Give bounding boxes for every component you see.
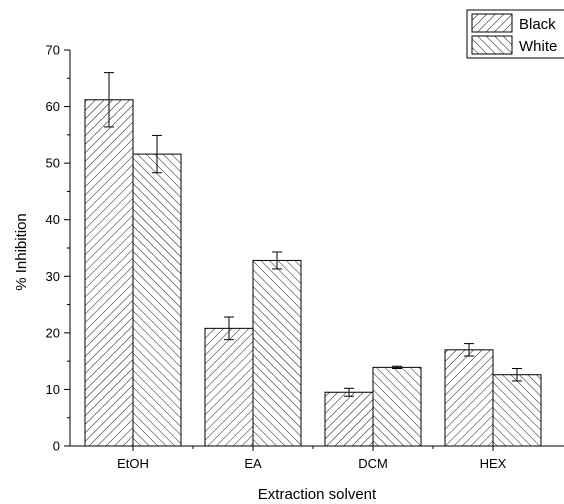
bar-white-hex (492, 374, 542, 447)
bar-white-ea (252, 259, 302, 447)
legend-label-white: White (519, 38, 557, 55)
x-tick-label: HEX (480, 456, 507, 471)
y-tick-label: 0 (53, 439, 60, 454)
bar-white-etoh (132, 153, 182, 447)
y-tick-label: 20 (46, 325, 60, 340)
x-tick-label: EA (244, 456, 262, 471)
y-tick-label: 60 (46, 99, 60, 114)
bar-black-etoh (84, 99, 134, 447)
x-tick-label: EtOH (117, 456, 149, 471)
bars-group (84, 99, 542, 447)
bar-black-dcm (324, 391, 374, 447)
y-tick-label: 50 (46, 156, 60, 171)
error-bars-group (104, 72, 522, 397)
legend-swatch-black (471, 13, 513, 33)
y-tick-label: 70 (46, 43, 60, 58)
y-ticks-group: 0 10 20 30 40 50 60 70 (46, 43, 70, 454)
x-axis-title: Extraction solvent (258, 486, 377, 503)
y-tick-label: 30 (46, 269, 60, 284)
bar-white-dcm (372, 366, 422, 447)
x-tick-label: DCM (358, 456, 388, 471)
y-tick-label: 10 (46, 382, 60, 397)
y-axis-title: % Inhibition (13, 213, 30, 291)
legend: Black White (466, 9, 564, 59)
y-tick-label: 40 (46, 212, 60, 227)
bar-black-ea (204, 327, 254, 447)
x-ticks-group: EtOH EA DCM HEX (117, 446, 507, 471)
legend-label-black: Black (519, 16, 556, 33)
legend-swatch-white (471, 35, 513, 55)
bar-black-hex (444, 349, 494, 447)
